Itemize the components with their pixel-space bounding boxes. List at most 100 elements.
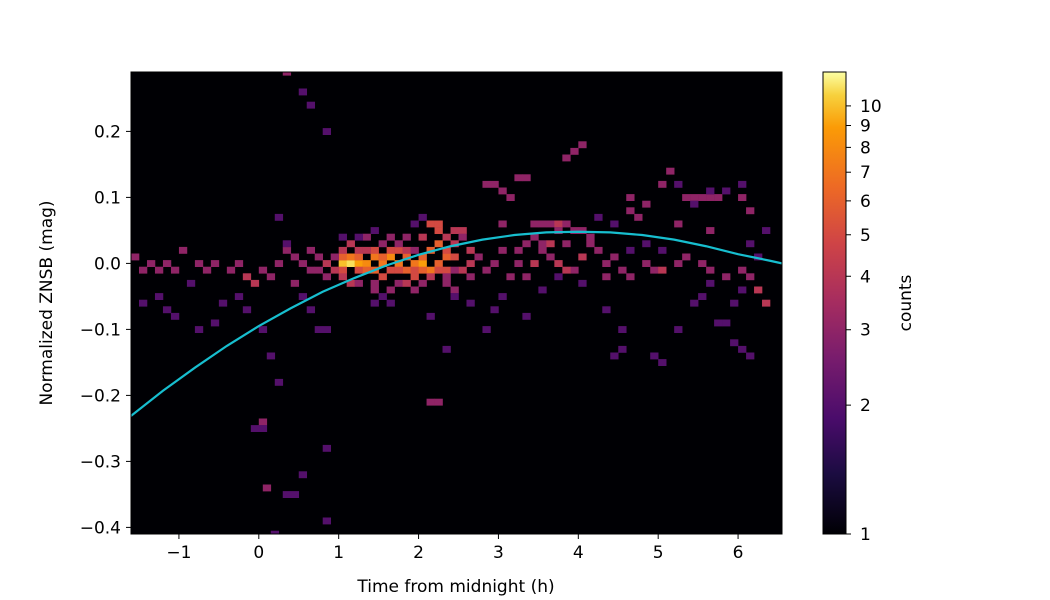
x-tick-label: 6: [733, 543, 744, 563]
heatmap-bin: [338, 246, 347, 254]
heatmap-bin: [762, 227, 771, 234]
heatmap-bin: [602, 260, 611, 267]
heatmap-bin: [458, 266, 467, 274]
heatmap-bin: [354, 260, 363, 267]
heatmap-bin: [298, 293, 308, 300]
heatmap-bin: [338, 233, 347, 241]
colorbar-tick-label: 3: [860, 321, 871, 341]
heatmap-bin: [642, 260, 651, 267]
heatmap-bin: [346, 279, 355, 287]
heatmap-bin: [418, 233, 427, 241]
heatmap-bin: [746, 273, 755, 281]
heatmap-bin: [162, 306, 172, 314]
heatmap-bin: [354, 279, 363, 287]
colorbar-tick-label: 6: [860, 192, 871, 212]
heatmap-bin: [434, 220, 443, 228]
y-tick-label: −0.2: [80, 386, 121, 406]
heatmap-bin: [522, 240, 531, 248]
heatmap-bins: [131, 72, 771, 534]
heatmap-bin: [498, 246, 507, 254]
heatmap-bin: [706, 279, 715, 287]
heatmap-bin: [270, 530, 280, 534]
heatmap-bin: [562, 154, 571, 162]
x-tick-label: 3: [493, 543, 504, 563]
heatmap-bin: [682, 253, 691, 261]
heatmap-bin: [482, 266, 491, 274]
heatmap-bin: [722, 187, 731, 195]
heatmap-bin: [482, 326, 491, 333]
heatmap-bin: [466, 246, 475, 254]
heatmap-bin: [378, 260, 387, 267]
heatmap-bin: [522, 273, 531, 281]
x-tick-label: 0: [253, 543, 264, 563]
heatmap-bin: [262, 484, 272, 492]
heatmap-bin: [586, 240, 595, 248]
colorbar-tick-label: 2: [860, 396, 871, 416]
x-axis-title: Time from midnight (h): [356, 577, 554, 597]
y-tick-label: 0.2: [94, 122, 121, 142]
heatmap-bin: [442, 279, 451, 287]
heatmap-bin: [554, 273, 563, 281]
heatmap-bin: [282, 491, 292, 498]
heatmap-bin: [610, 220, 619, 228]
heatmap-bin: [282, 240, 292, 248]
heatmap-bin: [466, 299, 475, 307]
colorbar-tick-label: 5: [860, 226, 871, 246]
heatmap-bin: [394, 240, 403, 248]
heatmap-bin: [514, 260, 523, 267]
heatmap-bin: [226, 266, 236, 274]
heatmap-bin: [690, 194, 699, 201]
heatmap-bin: [322, 273, 331, 281]
heatmap-bin: [498, 293, 507, 300]
heatmap-bin: [330, 253, 339, 261]
heatmap-bin: [410, 260, 419, 267]
heatmap-bin: [426, 273, 435, 281]
heatmap-bin: [274, 213, 284, 221]
heatmap-bin: [314, 326, 324, 333]
heatmap-bin: [498, 220, 507, 228]
heatmap-bin: [442, 345, 451, 353]
heatmap-bin: [170, 266, 180, 274]
heatmap-bin: [146, 260, 156, 267]
heatmap-bin: [538, 246, 547, 254]
heatmap-bin: [426, 220, 435, 228]
plot-frame: [130, 71, 783, 535]
heatmap-bin: [242, 306, 252, 314]
heatmap-bin: [442, 246, 451, 254]
heatmap-bin: [418, 253, 427, 261]
heatmap-bin: [570, 227, 579, 234]
heatmap-bin: [322, 517, 331, 525]
heatmap-bin: [370, 279, 379, 287]
heatmap-bin: [762, 299, 771, 307]
heatmap-bin: [610, 253, 619, 261]
heatmap-bin: [242, 273, 252, 281]
heatmap-bin: [418, 260, 427, 267]
heatmap-bin: [578, 279, 587, 287]
heatmap-bin: [322, 260, 331, 267]
heatmap-bin: [538, 286, 547, 294]
heatmap-bin: [458, 227, 467, 234]
heatmap-bin: [554, 260, 563, 267]
heatmap-bin: [210, 319, 220, 327]
heatmap-bin: [290, 491, 300, 498]
heatmap-bin: [450, 286, 459, 294]
heatmap-bin: [714, 319, 723, 327]
heatmap-bin: [386, 246, 395, 254]
heatmap-bin: [306, 306, 316, 314]
heatmap-bin: [154, 266, 164, 274]
heatmap-bin: [131, 253, 140, 261]
heatmap-bin: [730, 339, 739, 347]
heatmap-bin: [610, 352, 619, 360]
heatmap-bin: [538, 220, 547, 228]
heatmap-bin: [186, 279, 196, 287]
x-tick-label: 1: [333, 543, 344, 563]
heatmap-bin: [314, 253, 324, 261]
heatmap-bin: [386, 233, 395, 241]
heatmap-bin: [706, 187, 715, 195]
heatmap-bin: [690, 200, 699, 208]
plot-area: [130, 71, 783, 535]
heatmap-bin: [410, 286, 419, 294]
y-tick-label: −0.4: [80, 518, 121, 538]
heatmap-bin: [450, 266, 459, 274]
heatmap-bin: [522, 174, 531, 182]
